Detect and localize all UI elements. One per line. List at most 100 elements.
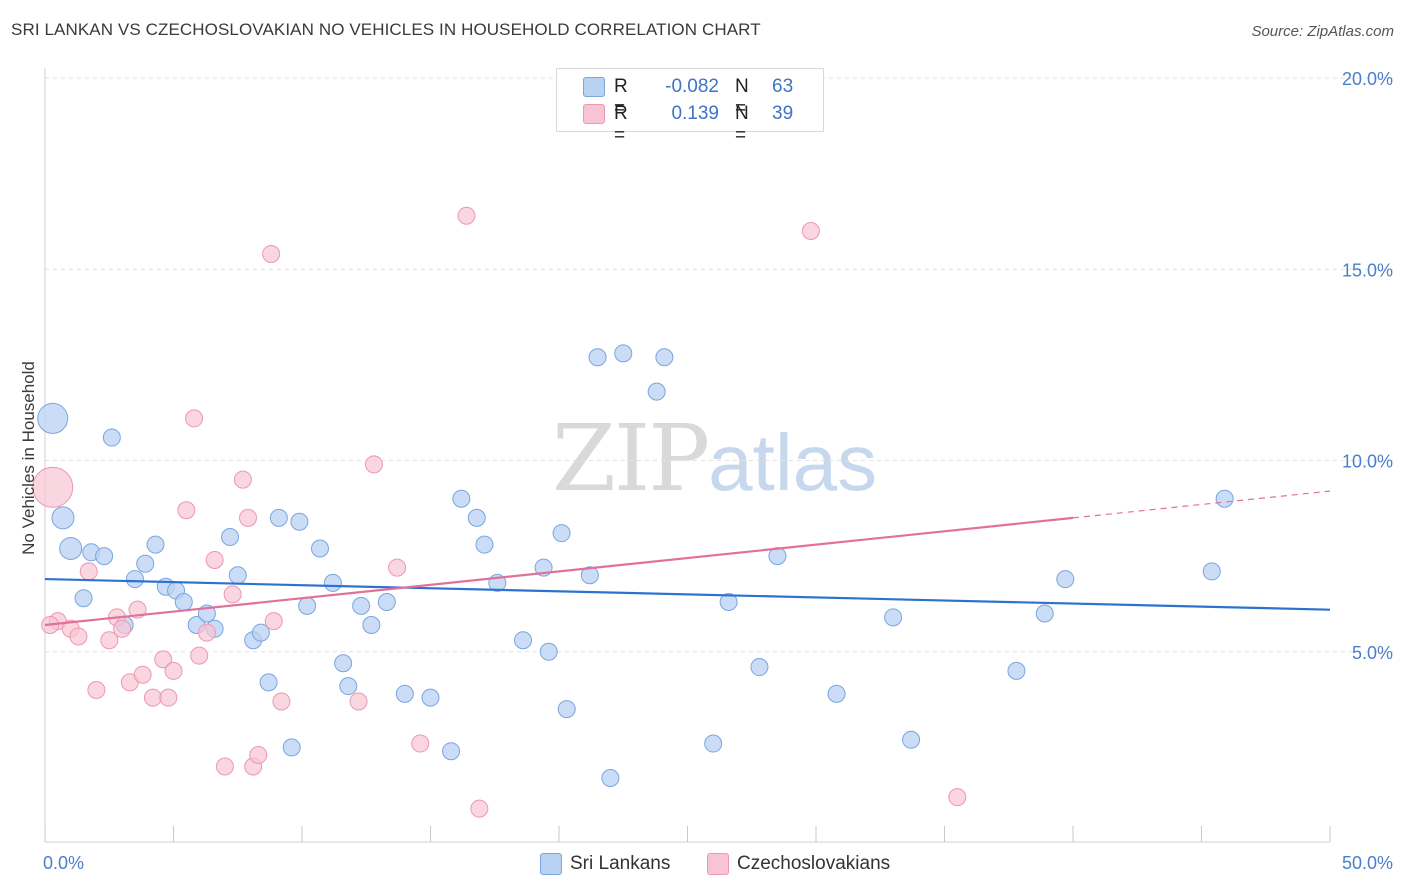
legend-r-label: R = xyxy=(614,103,628,146)
series-legend: Sri Lankans Czechoslovakians xyxy=(0,852,1406,878)
sri-lankans-point-25 xyxy=(298,596,317,615)
sri-lankans-point-26 xyxy=(310,539,329,558)
czechoslovakians-point-33 xyxy=(411,734,430,753)
sri-lankans-point-36 xyxy=(452,489,471,508)
chart-title: SRI LANKAN VS CZECHOSLOVAKIAN NO VEHICLE… xyxy=(11,20,761,39)
sri-lankans-point-28 xyxy=(334,654,353,673)
legend-swatch-czechoslovakians xyxy=(707,853,729,875)
sri-lankans-point-6 xyxy=(102,428,121,447)
sri-lankans-point-44 xyxy=(557,700,576,719)
trend-lines xyxy=(44,490,1331,627)
legend-label-sri-lankans: Sri Lankans xyxy=(570,853,671,874)
sri-lankans-point-53 xyxy=(750,658,769,677)
czechoslovakians-point-27 xyxy=(262,244,281,263)
sri-lankans-point-22 xyxy=(269,508,288,527)
sri-lankans-point-2 xyxy=(59,536,83,560)
sri-lankans-point-5 xyxy=(95,547,114,566)
czechoslovakians-point-24 xyxy=(239,508,258,527)
czechoslovakians-point-14 xyxy=(159,688,178,707)
czechoslovakians-point-0 xyxy=(32,466,74,508)
sri-lankans-point-38 xyxy=(475,535,494,554)
legend-swatch-pink xyxy=(583,104,605,124)
sri-lankans-point-27 xyxy=(323,573,342,592)
czechoslovakians-point-3 xyxy=(69,627,88,646)
sri-lankans-point-31 xyxy=(362,615,381,634)
czechoslovakians-point-6 xyxy=(100,631,119,650)
czechoslovakians-trend-extension xyxy=(1072,490,1331,519)
sri-lankans-point-33 xyxy=(395,684,414,703)
x-tick-label-1: 50.0% xyxy=(1342,853,1393,873)
y-axis-label: No Vehicles in Household xyxy=(19,361,38,555)
sri-lankans-point-61 xyxy=(1202,562,1221,581)
sri-lankans-point-29 xyxy=(339,677,358,696)
y-tick-label-2: 15.0% xyxy=(1342,260,1393,280)
sri-lankans-point-40 xyxy=(514,631,533,650)
sri-lankans-point-52 xyxy=(719,593,738,612)
sri-lankans-point-34 xyxy=(421,688,440,707)
watermark-atlas: atlas xyxy=(708,418,878,507)
czechoslovakians-point-23 xyxy=(233,470,252,489)
czechoslovakians-trend-line xyxy=(44,516,1074,627)
y-tick-label-3: 20.0% xyxy=(1342,69,1393,89)
sri-lankans-point-37 xyxy=(467,508,486,527)
czechoslovakians-point-17 xyxy=(185,409,204,428)
sri-lankans-point-55 xyxy=(827,684,846,703)
czechoslovakians-point-8 xyxy=(113,619,132,638)
sri-lankans-point-42 xyxy=(539,642,558,661)
sri-lankans-point-20 xyxy=(251,623,270,642)
czechoslovakians-point-32 xyxy=(388,558,407,577)
legend-swatch-sri-lankans xyxy=(540,853,562,875)
sri-lankans-point-47 xyxy=(601,768,620,787)
czechoslovakians-point-19 xyxy=(197,623,216,642)
y-tick-label-1: 10.0% xyxy=(1342,452,1393,472)
czechoslovakians-point-34 xyxy=(457,206,476,225)
sri-lankans-point-51 xyxy=(704,734,723,753)
czechoslovakians-point-30 xyxy=(349,692,368,711)
czechoslovakians-point-4 xyxy=(79,562,98,581)
sri-lankans-trend-line xyxy=(44,577,1331,611)
czechoslovakians-point-13 xyxy=(154,650,173,669)
czechoslovakians-points xyxy=(32,206,967,818)
sri-lankans-point-32 xyxy=(377,593,396,612)
watermark-zip: ZIP xyxy=(552,405,710,512)
czechoslovakians-point-35 xyxy=(470,799,489,818)
sri-lankans-point-21 xyxy=(259,673,278,692)
czechoslovakians-point-31 xyxy=(364,455,383,474)
sri-lankans-point-1 xyxy=(51,506,75,530)
czechoslovakians-point-18 xyxy=(190,646,209,665)
sri-lankans-point-59 xyxy=(1035,604,1054,623)
legend-r-value: -0.082 xyxy=(665,76,719,97)
sri-lankans-points xyxy=(37,344,1234,787)
sri-lankans-point-17 xyxy=(221,528,240,546)
czechoslovakians-point-21 xyxy=(215,757,234,776)
sri-lankans-point-8 xyxy=(125,570,144,589)
sri-lankans-point-10 xyxy=(146,535,165,554)
sri-lankans-point-35 xyxy=(442,742,461,761)
legend-n-label: N = xyxy=(735,103,749,146)
sri-lankans-point-23 xyxy=(282,738,301,757)
czechoslovakians-point-28 xyxy=(264,612,283,631)
czechoslovakians-point-16 xyxy=(177,501,196,520)
legend-swatch-blue xyxy=(583,77,605,97)
czechoslovakians-point-15 xyxy=(164,661,183,680)
grid-lines xyxy=(45,77,1395,653)
sri-lankans-point-60 xyxy=(1056,570,1075,589)
axes xyxy=(44,68,1331,843)
sri-lankans-point-50 xyxy=(655,348,674,367)
sri-lankans-point-13 xyxy=(174,593,193,612)
sri-lankans-point-48 xyxy=(614,344,633,363)
source-label: Source: ZipAtlas.com xyxy=(1251,23,1394,40)
watermark: ZIPatlas xyxy=(552,405,877,512)
czechoslovakians-point-37 xyxy=(948,788,967,807)
sri-lankans-point-3 xyxy=(74,589,93,608)
sri-lankans-point-57 xyxy=(902,730,921,749)
legend-r-label: R = xyxy=(614,76,628,119)
sri-lankans-point-24 xyxy=(290,512,309,531)
tick-labels: 5.0% 10.0% 15.0% 20.0% 0.0% 50.0% xyxy=(43,69,1393,873)
sri-lankans-point-56 xyxy=(884,608,903,627)
sri-lankans-point-43 xyxy=(552,524,571,543)
legend-label-czechoslovakians: Czechoslovakians xyxy=(737,853,891,874)
czechoslovakians-point-22 xyxy=(223,585,242,604)
sri-lankans-point-58 xyxy=(1007,661,1026,680)
